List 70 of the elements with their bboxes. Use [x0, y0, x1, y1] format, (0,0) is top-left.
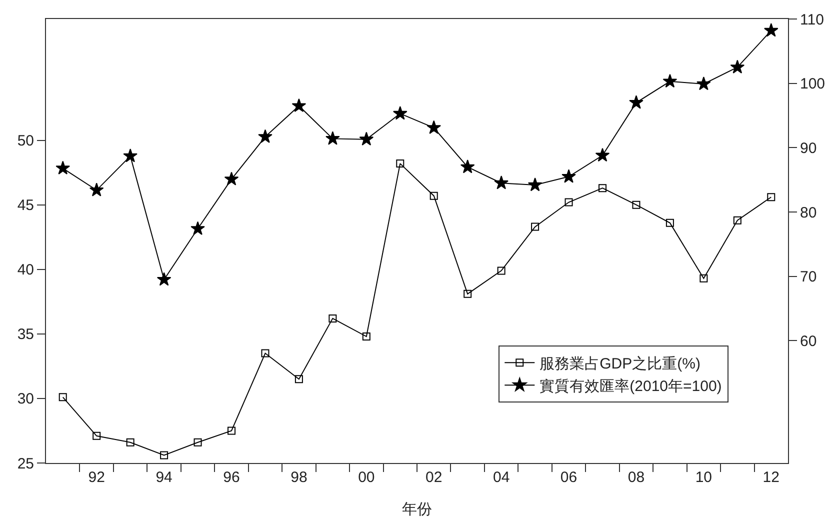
point — [632, 200, 640, 209]
point — [294, 375, 303, 384]
point — [662, 74, 678, 88]
point — [430, 192, 438, 200]
point — [228, 426, 236, 435]
point — [328, 314, 337, 322]
point — [460, 160, 475, 174]
y-tick-label: 40 — [17, 262, 34, 279]
y-tick-label: 35 — [17, 326, 34, 344]
x-tick-label: 06 — [560, 469, 578, 486]
legend-label: 實質有效匯率(2010年=100) — [540, 378, 722, 395]
point — [89, 182, 104, 196]
point — [562, 169, 576, 183]
y2-tick-label: 100 — [800, 76, 826, 93]
point — [528, 178, 542, 192]
point — [362, 332, 370, 341]
y-tick-label: 30 — [17, 390, 34, 408]
point — [666, 218, 674, 227]
point — [123, 148, 138, 162]
point — [126, 438, 134, 446]
point — [595, 148, 610, 162]
x-axis-title: 年份 — [402, 501, 432, 518]
legend-label: 服務業占GDP之比重(%) — [540, 355, 700, 372]
point — [392, 106, 408, 120]
point — [359, 132, 374, 146]
y-tick-label: 45 — [17, 197, 34, 214]
y2-tick-label: 90 — [800, 140, 817, 157]
y-tick-label: 50 — [17, 132, 34, 150]
point — [224, 172, 239, 186]
point — [194, 438, 202, 446]
point — [326, 131, 340, 145]
y-tick-label: 25 — [17, 455, 34, 472]
point — [733, 216, 742, 224]
x-tick-label: 92 — [88, 469, 105, 486]
point — [292, 98, 306, 112]
point — [56, 160, 70, 174]
x-tick-label: 98 — [290, 469, 308, 486]
x-tick-label: 04 — [492, 469, 510, 486]
point — [564, 198, 573, 206]
point — [629, 95, 644, 109]
x-tick-label: 08 — [628, 469, 645, 486]
point — [156, 272, 172, 286]
x-tick-label: 02 — [426, 469, 442, 486]
x-tick-label: 00 — [358, 469, 375, 486]
point — [261, 349, 270, 358]
point — [696, 76, 711, 90]
point — [258, 129, 272, 143]
point — [764, 23, 778, 37]
y2-tick-label: 70 — [800, 268, 817, 286]
x-tick-label: 12 — [762, 469, 780, 486]
y2-tick-label: 80 — [800, 204, 817, 222]
point — [494, 176, 508, 190]
point — [160, 451, 168, 460]
point — [426, 120, 442, 134]
y2-tick-label: 60 — [800, 332, 817, 350]
point — [598, 184, 606, 192]
point — [58, 393, 67, 402]
point — [464, 290, 472, 298]
x-tick-label: 10 — [695, 469, 712, 486]
point — [497, 266, 506, 275]
point — [700, 274, 708, 282]
point — [190, 221, 205, 235]
point — [531, 222, 540, 231]
point — [767, 193, 776, 202]
y2-tick-label: 110 — [800, 11, 824, 28]
x-tick-label: 96 — [223, 469, 240, 486]
x-tick-label: 94 — [156, 469, 172, 486]
point — [92, 432, 101, 440]
point — [396, 160, 404, 168]
point — [730, 60, 745, 74]
